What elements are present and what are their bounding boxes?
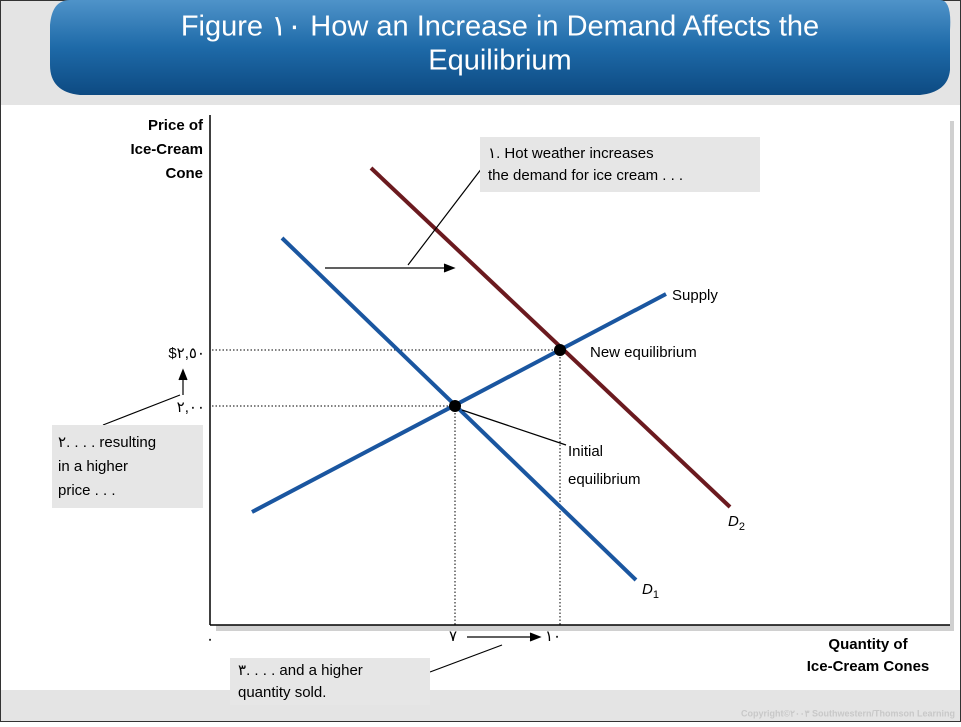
title-line: Equilibrium	[428, 45, 571, 77]
note-box	[230, 658, 430, 705]
note-text: in a higher	[58, 458, 128, 475]
curve-letter: D	[728, 513, 739, 530]
bottom-band	[0, 690, 961, 722]
curve-label: D2	[728, 513, 745, 533]
arrowhead	[529, 632, 542, 642]
leader	[102, 394, 181, 426]
curve-label: D1	[642, 581, 659, 601]
title-banner	[50, 0, 951, 95]
curve-letter: D	[642, 581, 653, 598]
point-label: Initial	[568, 443, 603, 460]
leader	[461, 409, 567, 446]
curve-label: Supply	[672, 287, 718, 304]
copyright: Copyright©٢٠٠٣ Southwestern/Thomson Lear…	[741, 708, 955, 718]
arrowhead	[443, 263, 456, 273]
new-equilibrium-point	[554, 344, 566, 356]
x-tick-label: ٧	[449, 628, 457, 645]
leader	[429, 644, 503, 673]
note-text: ٣. . . . and a higher	[238, 662, 363, 679]
initial-equilibrium-point	[449, 400, 461, 412]
leader	[407, 167, 483, 266]
y-axis-label: Cone	[166, 165, 204, 182]
arrows	[102, 167, 567, 673]
note-text: the demand for ice cream . . .	[488, 167, 683, 184]
note-text: price . . .	[58, 482, 116, 499]
x-axis-label: Quantity of	[828, 636, 908, 653]
note-text: ٢. . . . resulting	[58, 434, 156, 451]
x-tick-label: ١٠	[545, 628, 561, 645]
note-box	[52, 425, 203, 508]
demand-2	[369, 166, 732, 509]
y-axis-label: Ice-Cream	[130, 141, 203, 158]
guides	[212, 349, 561, 625]
origin-label: ٠	[206, 631, 214, 648]
x-axis-label: Ice-Cream Cones	[807, 658, 930, 675]
point-label: New equilibrium	[590, 344, 697, 361]
note-box	[480, 137, 760, 192]
note-text: quantity sold.	[238, 684, 326, 701]
curve-sub: 1	[653, 589, 659, 601]
title-line: Figure ١٠ How an Increase in Demand Affe…	[181, 11, 819, 43]
note-text: ١. Hot weather increases	[488, 145, 654, 162]
y-tick-label: $٢,٥٠	[168, 345, 205, 362]
point-label: equilibrium	[568, 471, 641, 488]
plot-area	[210, 115, 950, 625]
arrowhead	[178, 368, 188, 381]
y-axis-label: Price of	[148, 117, 204, 134]
curve-sub: 2	[739, 521, 745, 533]
y-tick-label: ٢,٠٠	[177, 399, 205, 416]
